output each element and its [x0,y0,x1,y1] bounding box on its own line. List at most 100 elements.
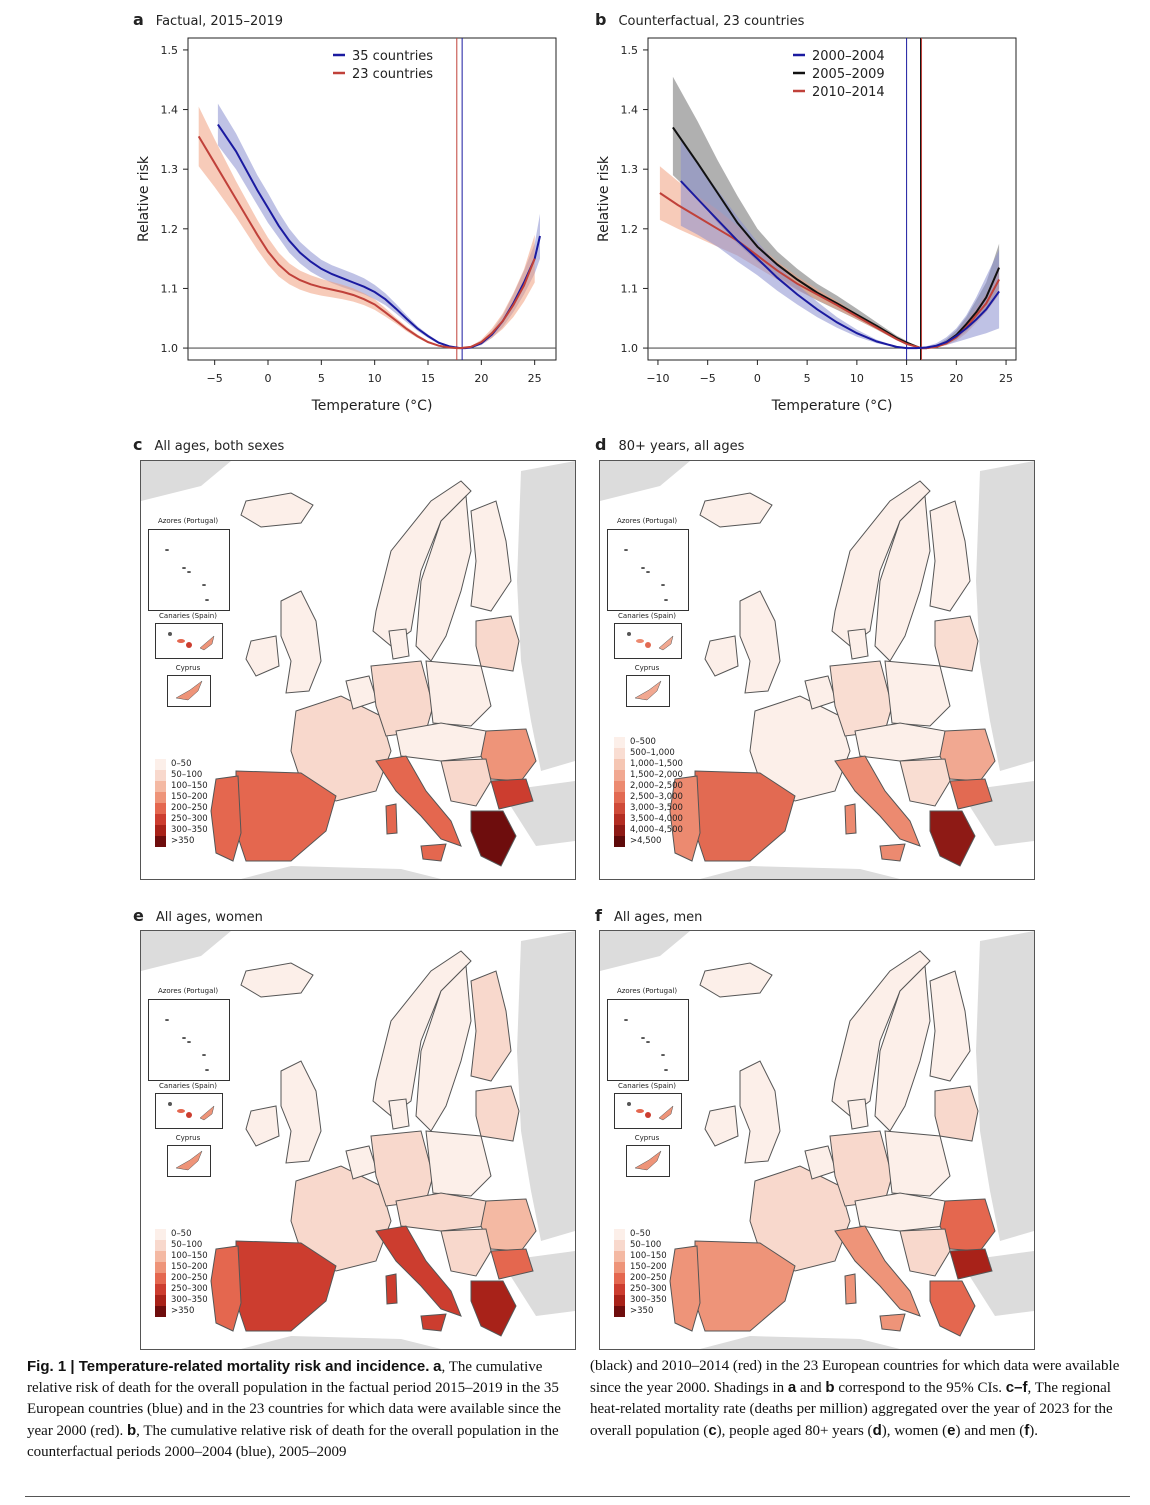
inset-title: Canaries (Spain) [159,1082,217,1090]
x-axis-label: Temperature (°C) [311,398,433,414]
legend-swatch [614,781,625,792]
y-tick-label: 1.1 [621,282,639,295]
legend-swatch [155,1251,166,1262]
island [182,567,186,569]
inset-canvas [165,549,209,601]
legend-label: 1,000–1,500 [630,759,683,769]
caption-text: , The regional heat-related mortality ra… [590,1380,1113,1439]
x-tick-label: 25 [528,372,542,385]
inset-canvas [168,1102,215,1121]
inset-title: Canaries (Spain) [618,612,676,620]
inset-title: Cyprus [175,1134,201,1142]
panel-title: Counterfactual, 23 countries [618,14,805,29]
region-baltics [934,1085,979,1142]
caption-text: ), women ( [881,1423,948,1439]
legend-label: 50–100 [630,1240,662,1250]
inset-canvas [627,1102,674,1121]
inset-title: Azores (Portugal) [616,987,678,995]
x-tick-label: −5 [700,372,716,385]
inset-map [148,529,230,611]
panel-letter: a [133,10,144,29]
inset-title: Cyprus [175,664,201,672]
panel-letter: b [595,10,607,29]
y-tick-label: 1.3 [161,163,179,176]
x-tick-label: 10 [368,372,382,385]
legend-item: 3,500–4,000 [614,814,683,825]
inset-canvas [168,632,215,651]
island [661,584,665,586]
legend-label: 0–50 [171,759,192,769]
legend-swatch [614,1306,625,1317]
island [168,632,172,636]
region-finland [929,500,971,612]
legend-swatch [614,1295,625,1306]
legend-label: 0–50 [171,1229,192,1239]
y-tick-label: 1.2 [161,223,179,236]
y-axis-label: Relative risk [136,155,152,242]
legend-label: 250–300 [171,1284,208,1294]
legend-label: 50–100 [171,770,203,780]
non-eu-land [700,1336,900,1349]
region-central [854,1192,946,1232]
legend-swatch [614,1251,625,1262]
series-line-2000-2004 [680,180,1000,350]
region-ireland [245,635,280,677]
legend-item: 4,000–4,500 [614,825,683,836]
map-canvas [141,931,575,1349]
legend-label: 200–250 [630,1273,667,1283]
legend-item: 200–250 [155,1273,208,1284]
island [664,599,668,601]
legend-swatch [614,770,625,781]
legend-swatch [155,792,166,803]
island [187,571,191,573]
inset-title: Canaries (Spain) [618,1082,676,1090]
region-finland [929,970,971,1082]
ci-band-35-countries [217,103,540,349]
legend-label: 100–150 [630,1251,667,1261]
island [187,1041,191,1043]
region-balkans [440,1228,492,1277]
legend-label: 50–100 [171,1240,203,1250]
x-tick-label: 5 [804,372,811,385]
legend-item: 200–250 [614,1273,667,1284]
panel-title: All ages, women [155,910,263,925]
x-tick-label: 20 [949,372,963,385]
legend-item: 0–50 [155,1229,208,1240]
legend-label: 3,500–4,000 [630,814,683,824]
island [646,571,650,573]
legend-item: 150–200 [155,792,208,803]
region-italy [375,1225,462,1317]
map-legend: 0–50 50–100 100–150 150–200 200–250 250–300 30… [614,1229,667,1317]
island [199,635,215,651]
inset-canvas [624,549,668,601]
legend-swatch [155,1295,166,1306]
map-d: Azores (Portugal) Canaries (Spain) Cyprus 0… [599,460,1035,880]
legend-item: 0–50 [155,759,208,770]
legend-swatch [614,1262,625,1273]
caption-lead: Fig. 1 | Temperature-related mortality r… [27,1358,430,1375]
region-bulgaria [949,1248,993,1280]
legend-label: 2,000–2,500 [630,781,683,791]
region-italy [375,755,462,847]
y-tick-label: 1.5 [621,44,639,57]
legend-swatch [614,1240,625,1251]
map-c: Azores (Portugal) Canaries (Spain) Cyprus 0… [140,460,576,880]
inset-canvas [634,1150,662,1171]
y-tick-label: 1.2 [621,223,639,236]
caption-ref-b: b [126,1422,137,1439]
non-eu-land [700,866,900,879]
map-legend: 0–500 500–1,000 1,000–1,500 1,500–2,000 2,00… [614,737,683,847]
y-tick-label: 1.4 [161,104,179,117]
non-eu-land [976,931,1034,1241]
legend-item: 0–500 [614,737,683,748]
region-italy [834,755,921,847]
caption-ref: f [1024,1422,1030,1439]
inset-map [607,999,689,1081]
map-canvas [141,461,575,879]
island [627,632,631,636]
island [182,1037,186,1039]
region-iceland [699,492,773,528]
island [186,1112,192,1118]
region-poland [425,660,492,727]
island [664,1069,668,1071]
